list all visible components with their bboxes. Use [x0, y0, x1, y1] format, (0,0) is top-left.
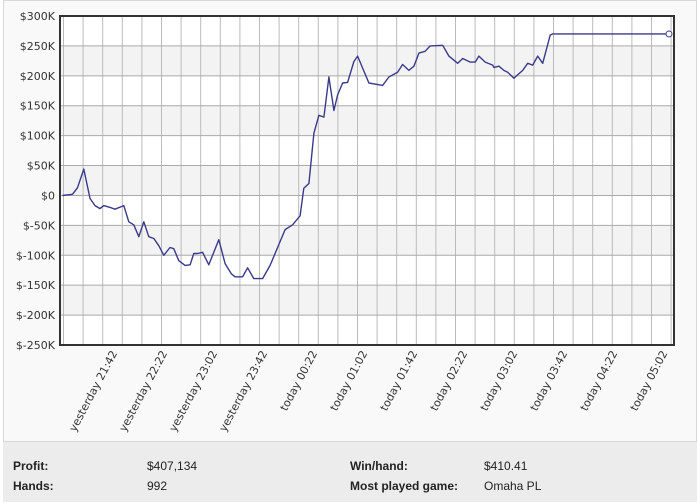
grid-band	[60, 165, 674, 196]
x-tick-label: today 01:02	[328, 348, 371, 413]
profit-value: $407,134	[147, 459, 198, 473]
y-tick-label: $-100K	[16, 249, 56, 262]
x-tick-label: today 04:22	[578, 348, 621, 413]
grid-band	[60, 285, 674, 316]
grid-band	[60, 105, 674, 136]
y-tick-label: $50K	[27, 160, 56, 173]
x-tick-label: today 01:42	[378, 348, 421, 413]
plot-border	[59, 15, 675, 346]
y-tick-label: $-200K	[16, 309, 56, 322]
y-tick-label: $250K	[20, 40, 56, 53]
x-tick-label: today 00:22	[278, 348, 321, 413]
most-played-game-label: Most played game:	[350, 479, 459, 493]
last-point-marker	[665, 30, 673, 38]
y-tick-label: $150K	[20, 100, 56, 113]
profit-line	[62, 33, 669, 280]
win-per-hand-value: $410.41	[484, 459, 528, 473]
grid-band	[60, 225, 674, 256]
win-per-hand-label: Win/hand:	[350, 459, 408, 473]
profit-chart: $300K $250K $200K $150K $100K $50K $0 $-50K $-10…	[16, 10, 675, 434]
y-tick-label: $0	[41, 189, 55, 202]
x-tick-label: today 03:42	[528, 348, 571, 413]
y-tick-label: $-50K	[23, 219, 56, 232]
x-tick-label: today 02:22	[428, 348, 471, 413]
y-tick-label: $100K	[20, 130, 56, 143]
x-tick-label: today 05:02	[628, 348, 671, 413]
x-tick-label: yesterday 22:22	[117, 348, 171, 433]
x-tick-label: yesterday 23:42	[217, 348, 271, 433]
x-tick-label: yesterday 23:02	[167, 348, 221, 433]
y-tick-label: $-250K	[16, 339, 56, 352]
profit-label: Profit:	[13, 459, 49, 473]
grid-band	[60, 45, 674, 76]
hands-value: 992	[147, 479, 168, 493]
y-tick-label: $300K	[20, 10, 56, 23]
x-tick-label: today 03:02	[478, 348, 521, 413]
y-tick-label: $200K	[20, 70, 56, 83]
most-played-game-value: Omaha PL	[484, 479, 542, 493]
y-tick-label: $-150K	[16, 279, 56, 292]
x-tick-label: yesterday 21:42	[67, 348, 121, 433]
hands-label: Hands:	[13, 479, 54, 493]
stats-panel: Profit: $407,134 Hands: 992 Win/hand: $4…	[3, 441, 697, 502]
